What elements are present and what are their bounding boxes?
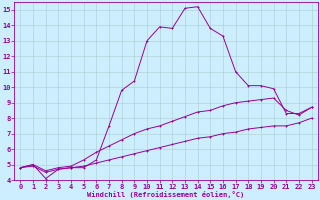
X-axis label: Windchill (Refroidissement éolien,°C): Windchill (Refroidissement éolien,°C) bbox=[87, 191, 244, 198]
